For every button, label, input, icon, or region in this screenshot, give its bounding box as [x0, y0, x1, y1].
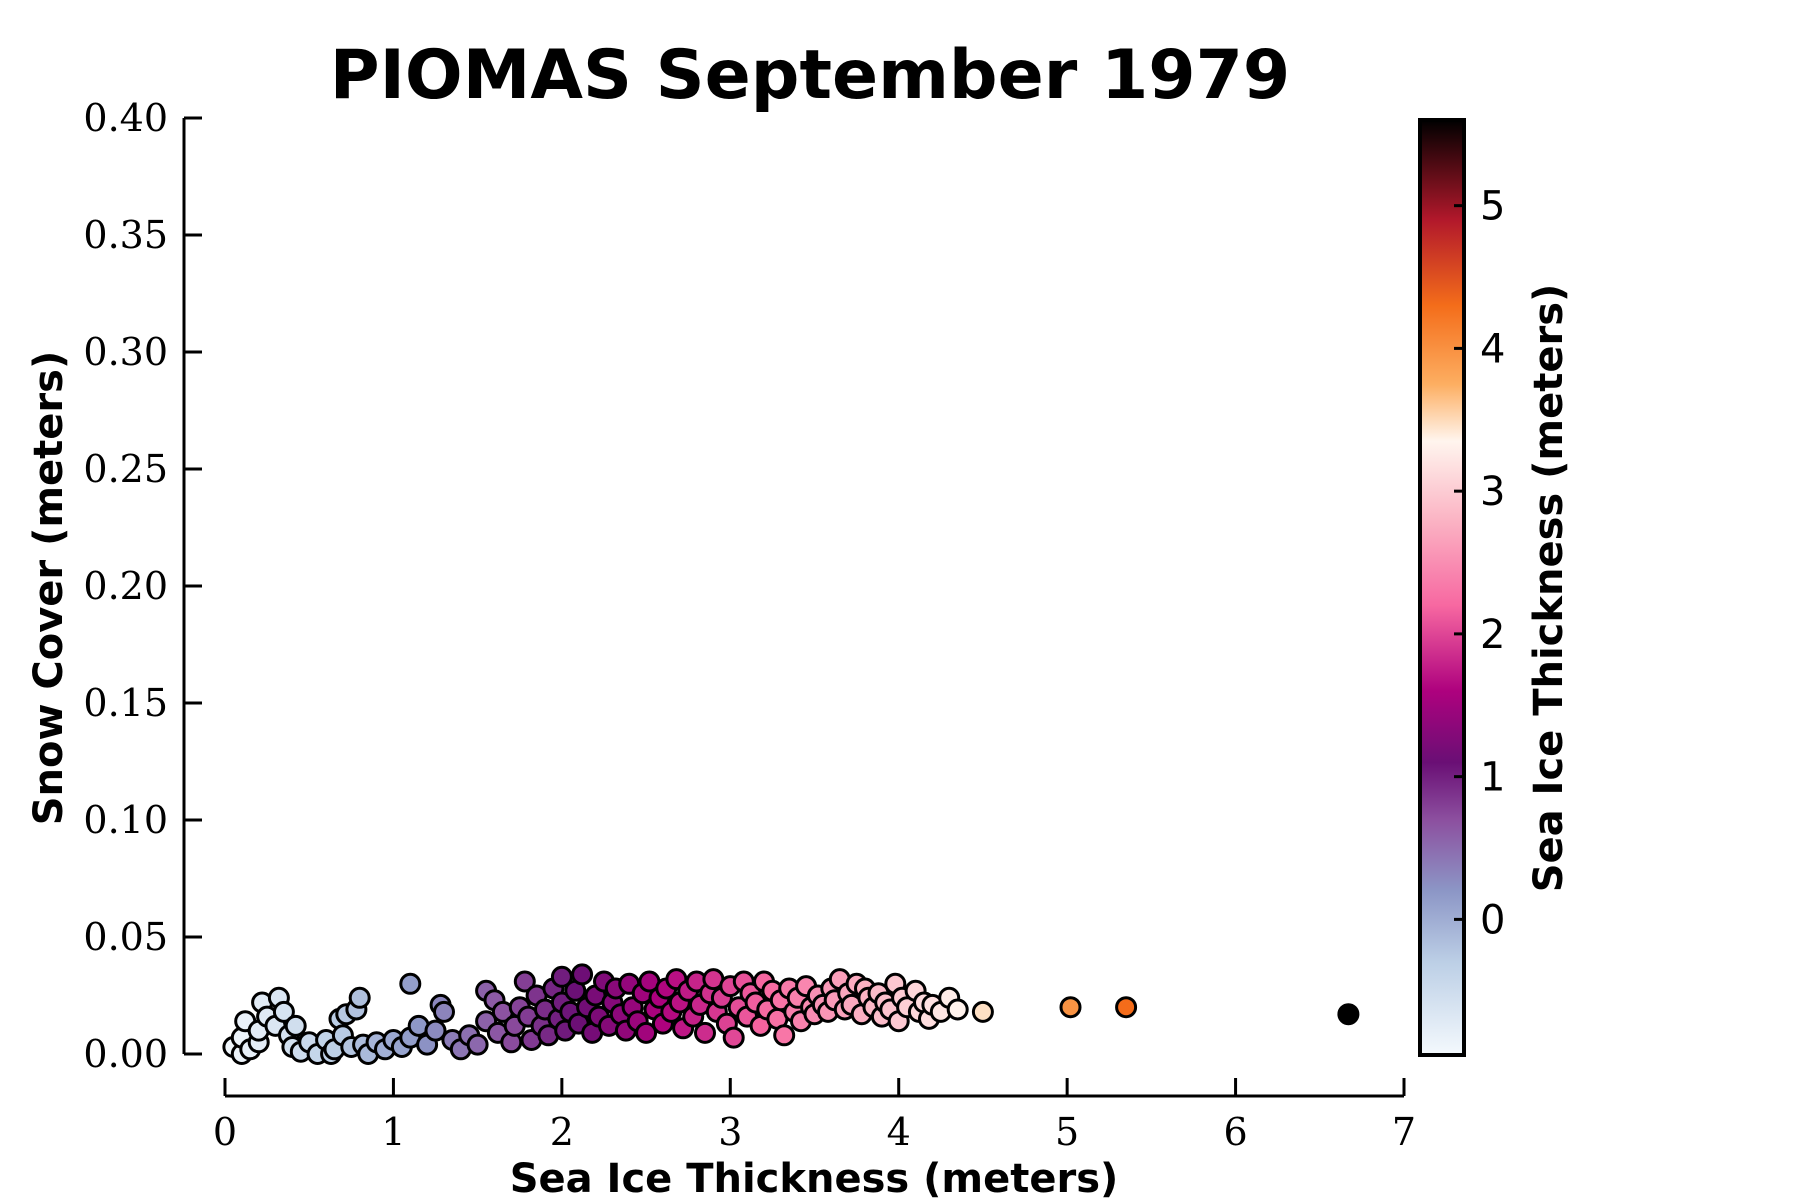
x-tick-label: 2	[550, 1110, 574, 1154]
colorbar: 0 1 2 3 4 5 Sea Ice Thickness (meters)	[1418, 118, 1572, 1057]
data-point	[433, 1000, 455, 1023]
x-axis-ticks: 0 1 2 3 4 5 6 7	[213, 1078, 1416, 1154]
plot-area: 0.00 0.05 0.10 0.15 0.20 0.25 0.30 0.35 0.40 0 1 2…	[83, 96, 1416, 1154]
data-point	[399, 972, 422, 995]
x-tick-label: 3	[718, 1110, 742, 1154]
colorbar-tick-label: 5	[1480, 184, 1505, 230]
y-tick-label: 0.15	[83, 681, 168, 725]
data-point	[348, 986, 371, 1009]
data-point	[635, 1021, 658, 1044]
x-tick-label: 1	[381, 1110, 405, 1154]
colorbar-tick-label: 1	[1480, 755, 1505, 801]
x-tick-label: 6	[1223, 1110, 1247, 1154]
data-point	[513, 970, 536, 993]
data-point	[1337, 1003, 1360, 1026]
colorbar-ticks: 0 1 2 3 4 5	[1454, 184, 1505, 943]
data-point	[571, 963, 594, 986]
x-tick-label: 4	[887, 1110, 911, 1154]
data-point	[1115, 996, 1138, 1019]
y-tick-label: 0.40	[83, 96, 168, 140]
data-points	[222, 963, 1360, 1065]
colorbar-gradient	[1418, 118, 1466, 1057]
colorbar-tick-label: 2	[1480, 612, 1505, 658]
chart-title: PIOMAS September 1979	[330, 36, 1290, 115]
x-tick-label: 0	[213, 1110, 237, 1154]
data-point	[971, 1000, 994, 1023]
colorbar-label: Sea Ice Thickness (meters)	[1526, 284, 1572, 893]
y-tick-label: 0.05	[83, 915, 168, 959]
data-point	[466, 1033, 489, 1056]
y-tick-label: 0.30	[83, 330, 168, 374]
y-axis-ticks: 0.00 0.05 0.10 0.15 0.20 0.25 0.30 0.35 0.40	[83, 96, 202, 1076]
x-axis-label: Sea Ice Thickness (meters)	[510, 1156, 1119, 1200]
data-point	[1059, 996, 1082, 1019]
y-tick-label: 0.00	[83, 1032, 168, 1076]
y-axis-label: Snow Cover (meters)	[26, 351, 72, 826]
colorbar-tick-label: 3	[1480, 469, 1505, 515]
x-tick-label: 7	[1392, 1110, 1416, 1154]
data-point	[424, 1019, 447, 1042]
data-point	[773, 1024, 796, 1047]
colorbar-tick-label: 4	[1480, 326, 1505, 372]
data-point	[284, 1014, 307, 1037]
data-point	[272, 1000, 295, 1023]
data-point	[694, 1021, 716, 1044]
y-tick-label: 0.35	[83, 213, 168, 257]
y-tick-label: 0.25	[83, 447, 168, 491]
y-tick-label: 0.10	[83, 798, 168, 842]
colorbar-tick-label: 0	[1480, 897, 1505, 943]
data-point	[722, 1026, 745, 1049]
data-point	[946, 998, 969, 1021]
y-tick-label: 0.20	[83, 564, 168, 608]
x-tick-label: 5	[1055, 1110, 1079, 1154]
